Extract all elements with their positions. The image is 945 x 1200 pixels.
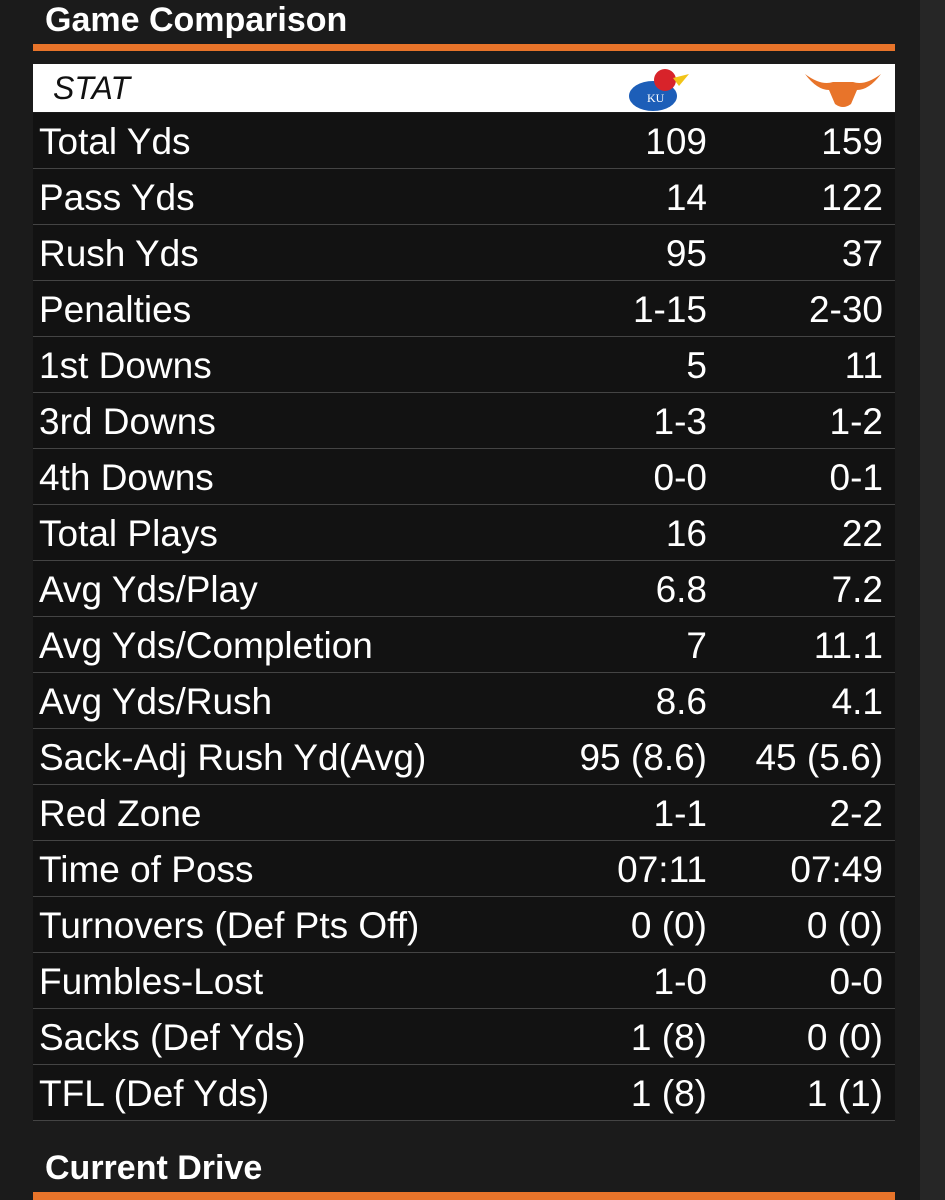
stat-label: 4th Downs — [39, 457, 214, 498]
team1-value: 14 — [665, 177, 707, 218]
stat-label: Rush Yds — [39, 233, 199, 274]
team2-value: 7.2 — [831, 569, 883, 610]
table-row: Turnovers (Def Pts Off) 0 (0) 0 (0) — [33, 897, 895, 953]
table-row: TFL (Def Yds) 1 (8) 1 (1) — [33, 1065, 895, 1121]
team1-value: 1-0 — [653, 961, 707, 1002]
table-row: Time of Poss 07:11 07:49 — [33, 841, 895, 897]
team-logo-kansas: KU — [629, 69, 689, 111]
team1-value: 95 — [665, 233, 707, 274]
stat-label: Total Yds — [39, 121, 191, 162]
column-header: STAT — [53, 70, 131, 106]
section-title: Game Comparison — [45, 1, 348, 39]
team1-value: 1-3 — [653, 401, 707, 442]
team2-value: 07:49 — [790, 849, 883, 890]
team2-value: 45 (5.6) — [755, 737, 883, 778]
team1-value: 1-15 — [632, 289, 707, 330]
table-row: Total Yds 109 159 — [33, 113, 895, 169]
team2-value: 2-2 — [829, 793, 883, 834]
team1-value: 1 (8) — [630, 1017, 707, 1058]
stat-label: Penalties — [39, 289, 192, 330]
team1-value: 7 — [686, 625, 707, 666]
team2-value: 11 — [844, 345, 883, 386]
team1-value: 1-1 — [653, 793, 707, 834]
accent-bar — [33, 44, 895, 51]
team1-value: 5 — [686, 345, 707, 386]
stat-label: TFL (Def Yds) — [39, 1073, 270, 1114]
team1-value: 1 (8) — [630, 1073, 707, 1114]
stat-label: 3rd Downs — [39, 401, 216, 442]
table-row: Avg Yds/Play 6.8 7.2 — [33, 561, 895, 617]
table-body: Total Yds 109 159 Pass Yds 14 122 Rush Yds 95 37… — [33, 113, 895, 1121]
team1-value: 07:11 — [617, 849, 707, 890]
team2-value: 1-2 — [829, 401, 883, 442]
team1-value: 95 (8.6) — [579, 737, 707, 778]
table-row: Rush Yds 95 37 — [33, 225, 895, 281]
stat-label: Pass Yds — [39, 177, 195, 218]
team1-value: 6.8 — [655, 569, 707, 610]
stat-label: Total Plays — [39, 513, 218, 554]
stat-label: Avg Yds/Rush — [39, 681, 273, 722]
table-row: 1st Downs 5 11 — [33, 337, 895, 393]
table-row: Sack-Adj Rush Yd(Avg) 95 (8.6) 45 (5.6) — [33, 729, 895, 785]
team2-value: 4.1 — [831, 681, 883, 722]
team1-value: 0 (0) — [630, 905, 707, 946]
scrollbar — [920, 0, 945, 1200]
team1-value: 0-0 — [653, 457, 707, 498]
team1-value: 16 — [665, 513, 707, 554]
team2-value: 122 — [821, 177, 883, 218]
team2-value: 0 (0) — [806, 1017, 883, 1058]
team2-value: 1 (1) — [806, 1073, 883, 1114]
stat-label: Fumbles-Lost — [39, 961, 264, 1002]
table-row: 3rd Downs 1-3 1-2 — [33, 393, 895, 449]
table-row: Red Zone 1-1 2-2 — [33, 785, 895, 841]
team2-value: 2-30 — [808, 289, 883, 330]
table-row: Sacks (Def Yds) 1 (8) 0 (0) — [33, 1009, 895, 1065]
section-title: Current Drive — [45, 1149, 263, 1187]
team2-value: 37 — [841, 233, 883, 274]
table-header: STAT KU — [33, 64, 895, 112]
stat-label: Time of Poss — [39, 849, 254, 890]
stat-label: Sack-Adj Rush Yd(Avg) — [39, 737, 427, 778]
table-row: Fumbles-Lost 1-0 0-0 — [33, 953, 895, 1009]
table-row: Avg Yds/Completion 7 11.1 — [33, 617, 895, 673]
team2-value: 0-0 — [829, 961, 883, 1002]
table-row: 4th Downs 0-0 0-1 — [33, 449, 895, 505]
team1-value: 109 — [645, 121, 707, 162]
team2-value: 22 — [841, 513, 883, 554]
team-logo-texas — [805, 74, 881, 107]
team1-value: 8.6 — [655, 681, 707, 722]
stat-label: Sacks (Def Yds) — [39, 1017, 306, 1058]
table-row: Penalties 1-15 2-30 — [33, 281, 895, 337]
stat-label: Avg Yds/Play — [39, 569, 258, 610]
table-row: Avg Yds/Rush 8.6 4.1 — [33, 673, 895, 729]
stat-label: 1st Downs — [39, 345, 212, 386]
team2-value: 159 — [821, 121, 883, 162]
table-row: Pass Yds 14 122 — [33, 169, 895, 225]
stat-label: Red Zone — [39, 793, 202, 834]
svg-text:KU: KU — [647, 91, 665, 105]
team2-value: 0-1 — [829, 457, 883, 498]
team2-value: 11.1 — [813, 625, 883, 666]
table-row: Total Plays 16 22 — [33, 505, 895, 561]
accent-bar — [33, 1192, 895, 1200]
team2-value: 0 (0) — [806, 905, 883, 946]
stat-label: Avg Yds/Completion — [39, 625, 373, 666]
stat-label: Turnovers (Def Pts Off) — [39, 905, 420, 946]
